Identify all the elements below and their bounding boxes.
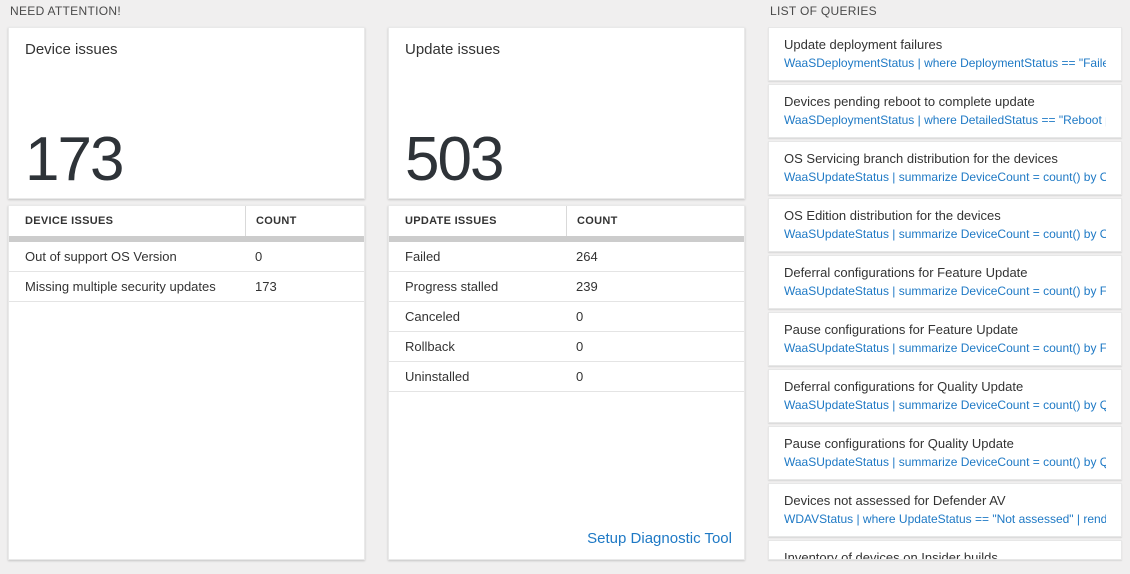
- query-list-item[interactable]: OS Servicing branch distribution for the…: [768, 141, 1122, 195]
- device-issues-title: Device issues: [25, 41, 118, 58]
- update-issues-column-header: UPDATE ISSUES: [405, 215, 497, 227]
- query-title: Update deployment failures: [784, 37, 943, 52]
- query-list-item[interactable]: Update deployment failures WaaSDeployment…: [768, 27, 1122, 81]
- table-filler: [389, 392, 744, 530]
- query-list-item[interactable]: Devices pending reboot to complete updat…: [768, 84, 1122, 138]
- query-text[interactable]: WaaSDeploymentStatus | where DetailedSta…: [784, 113, 1106, 127]
- query-list-item[interactable]: Deferral configurations for Feature Upda…: [768, 255, 1122, 309]
- issue-count: 0: [576, 369, 584, 384]
- query-text[interactable]: WaaSUpdateStatus | summarize DeviceCount…: [784, 455, 1106, 469]
- update-issues-column: Update issues 503 UPDATE ISSUES COUNT Fa…: [388, 27, 745, 560]
- table-row[interactable]: Canceled 0: [389, 302, 744, 332]
- update-issues-table-header: UPDATE ISSUES COUNT: [389, 206, 744, 236]
- query-list-item[interactable]: Deferral configurations for Quality Upda…: [768, 369, 1122, 423]
- query-text[interactable]: WaaSUpdateStatus | summarize DeviceCount…: [784, 398, 1106, 412]
- query-list-item[interactable]: OS Edition distribution for the devices W…: [768, 198, 1122, 252]
- query-title: Deferral configurations for Quality Upda…: [784, 379, 1024, 394]
- issue-name: Canceled: [405, 309, 460, 324]
- issue-name: Out of support OS Version: [25, 249, 177, 264]
- list-of-queries-section-title: LIST OF QUERIES: [770, 4, 877, 18]
- update-issues-count: 503: [405, 124, 504, 194]
- issue-name: Progress stalled: [405, 279, 499, 294]
- device-count-column-header: COUNT: [245, 206, 364, 236]
- device-issues-tile[interactable]: Device issues 173: [8, 27, 365, 199]
- table-row[interactable]: Missing multiple security updates 173: [9, 272, 364, 302]
- issue-count: 0: [576, 309, 584, 324]
- issue-name: Rollback: [405, 339, 455, 354]
- issue-count: 239: [576, 279, 598, 294]
- update-issues-table: UPDATE ISSUES COUNT Failed 264 Progress st…: [388, 205, 745, 560]
- query-text[interactable]: WaaSUpdateStatus | summarize DeviceCount…: [784, 341, 1106, 355]
- query-text[interactable]: WDAVStatus | where UpdateStatus == "Not …: [784, 512, 1106, 526]
- query-list-item[interactable]: Pause configurations for Feature Update W…: [768, 312, 1122, 366]
- query-text[interactable]: WaaSDeploymentStatus | where DeploymentS…: [784, 56, 1106, 70]
- need-attention-section-title: NEED ATTENTION!: [10, 4, 121, 18]
- update-issues-rows: Failed 264 Progress stalled 239 Canceled 0 Rol…: [389, 242, 744, 392]
- device-issues-count: 173: [25, 124, 124, 194]
- update-issues-tile[interactable]: Update issues 503: [388, 27, 745, 199]
- list-of-queries-panel: Update deployment failures WaaSDeployment…: [768, 27, 1122, 560]
- issue-count: 0: [576, 339, 584, 354]
- query-title: Pause configurations for Quality Update: [784, 436, 1014, 451]
- issue-count: 264: [576, 249, 598, 264]
- table-row[interactable]: Failed 264: [389, 242, 744, 272]
- query-list-item[interactable]: Devices not assessed for Defender AV WDAV…: [768, 483, 1122, 537]
- device-issues-rows: Out of support OS Version 0 Missing multip…: [9, 242, 364, 302]
- device-issues-column-header: DEVICE ISSUES: [25, 215, 114, 227]
- issue-count: 0: [255, 249, 263, 264]
- issue-name: Failed: [405, 249, 441, 264]
- table-row[interactable]: Out of support OS Version 0: [9, 242, 364, 272]
- table-row[interactable]: Uninstalled 0: [389, 362, 744, 392]
- query-title: Deferral configurations for Feature Upda…: [784, 265, 1028, 280]
- query-title: Devices not assessed for Defender AV: [784, 493, 1006, 508]
- table-row[interactable]: Progress stalled 239: [389, 272, 744, 302]
- table-header-shadow-bar: [9, 236, 364, 242]
- query-text[interactable]: WaaSUpdateStatus | summarize DeviceCount…: [784, 227, 1106, 241]
- query-text[interactable]: WaaSUpdateStatus | summarize DeviceCount…: [784, 170, 1106, 184]
- table-filler: [9, 302, 364, 559]
- update-issues-title: Update issues: [405, 41, 501, 58]
- issue-count: 173: [255, 279, 277, 294]
- query-title: Devices pending reboot to complete updat…: [784, 94, 1035, 109]
- table-row[interactable]: Rollback 0: [389, 332, 744, 362]
- setup-diagnostic-tool-link[interactable]: Setup Diagnostic Tool: [587, 530, 732, 547]
- update-count-column-header: COUNT: [566, 206, 744, 236]
- device-issues-table-header: DEVICE ISSUES COUNT: [9, 206, 364, 236]
- issue-name: Missing multiple security updates: [25, 279, 216, 294]
- query-list-item[interactable]: Inventory of devices on Insider buildsWa…: [768, 540, 1122, 560]
- device-issues-column: Device issues 173 DEVICE ISSUES COUNT Ou…: [8, 27, 365, 560]
- query-list-item[interactable]: Pause configurations for Quality Update W…: [768, 426, 1122, 480]
- issue-name: Uninstalled: [405, 369, 470, 384]
- query-title: Inventory of devices on Insider builds: [784, 550, 998, 560]
- query-list: Update deployment failures WaaSDeployment…: [768, 27, 1122, 560]
- device-issues-table: DEVICE ISSUES COUNT Out of support OS Ve…: [8, 205, 365, 560]
- query-title: Pause configurations for Feature Update: [784, 322, 1019, 337]
- table-header-shadow-bar: [389, 236, 744, 242]
- query-title: OS Servicing branch distribution for the…: [784, 151, 1058, 166]
- query-title: OS Edition distribution for the devices: [784, 208, 1001, 223]
- query-text[interactable]: WaaSUpdateStatus | summarize DeviceCount…: [784, 284, 1106, 298]
